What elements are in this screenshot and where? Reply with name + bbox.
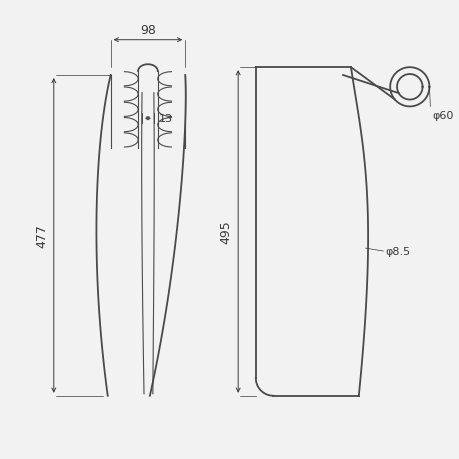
Text: 98: 98: [140, 24, 156, 37]
Text: φ60: φ60: [431, 111, 453, 121]
Text: φ8.5: φ8.5: [385, 246, 409, 257]
Text: 477: 477: [35, 224, 48, 248]
Text: 495: 495: [219, 220, 232, 244]
Text: 13: 13: [158, 114, 172, 124]
